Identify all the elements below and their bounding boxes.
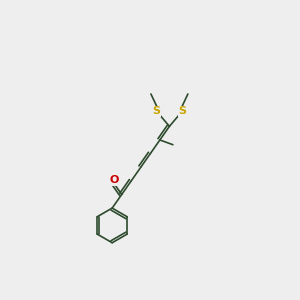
Text: S: S: [178, 106, 186, 116]
Text: O: O: [109, 175, 119, 185]
Text: S: S: [153, 106, 161, 116]
